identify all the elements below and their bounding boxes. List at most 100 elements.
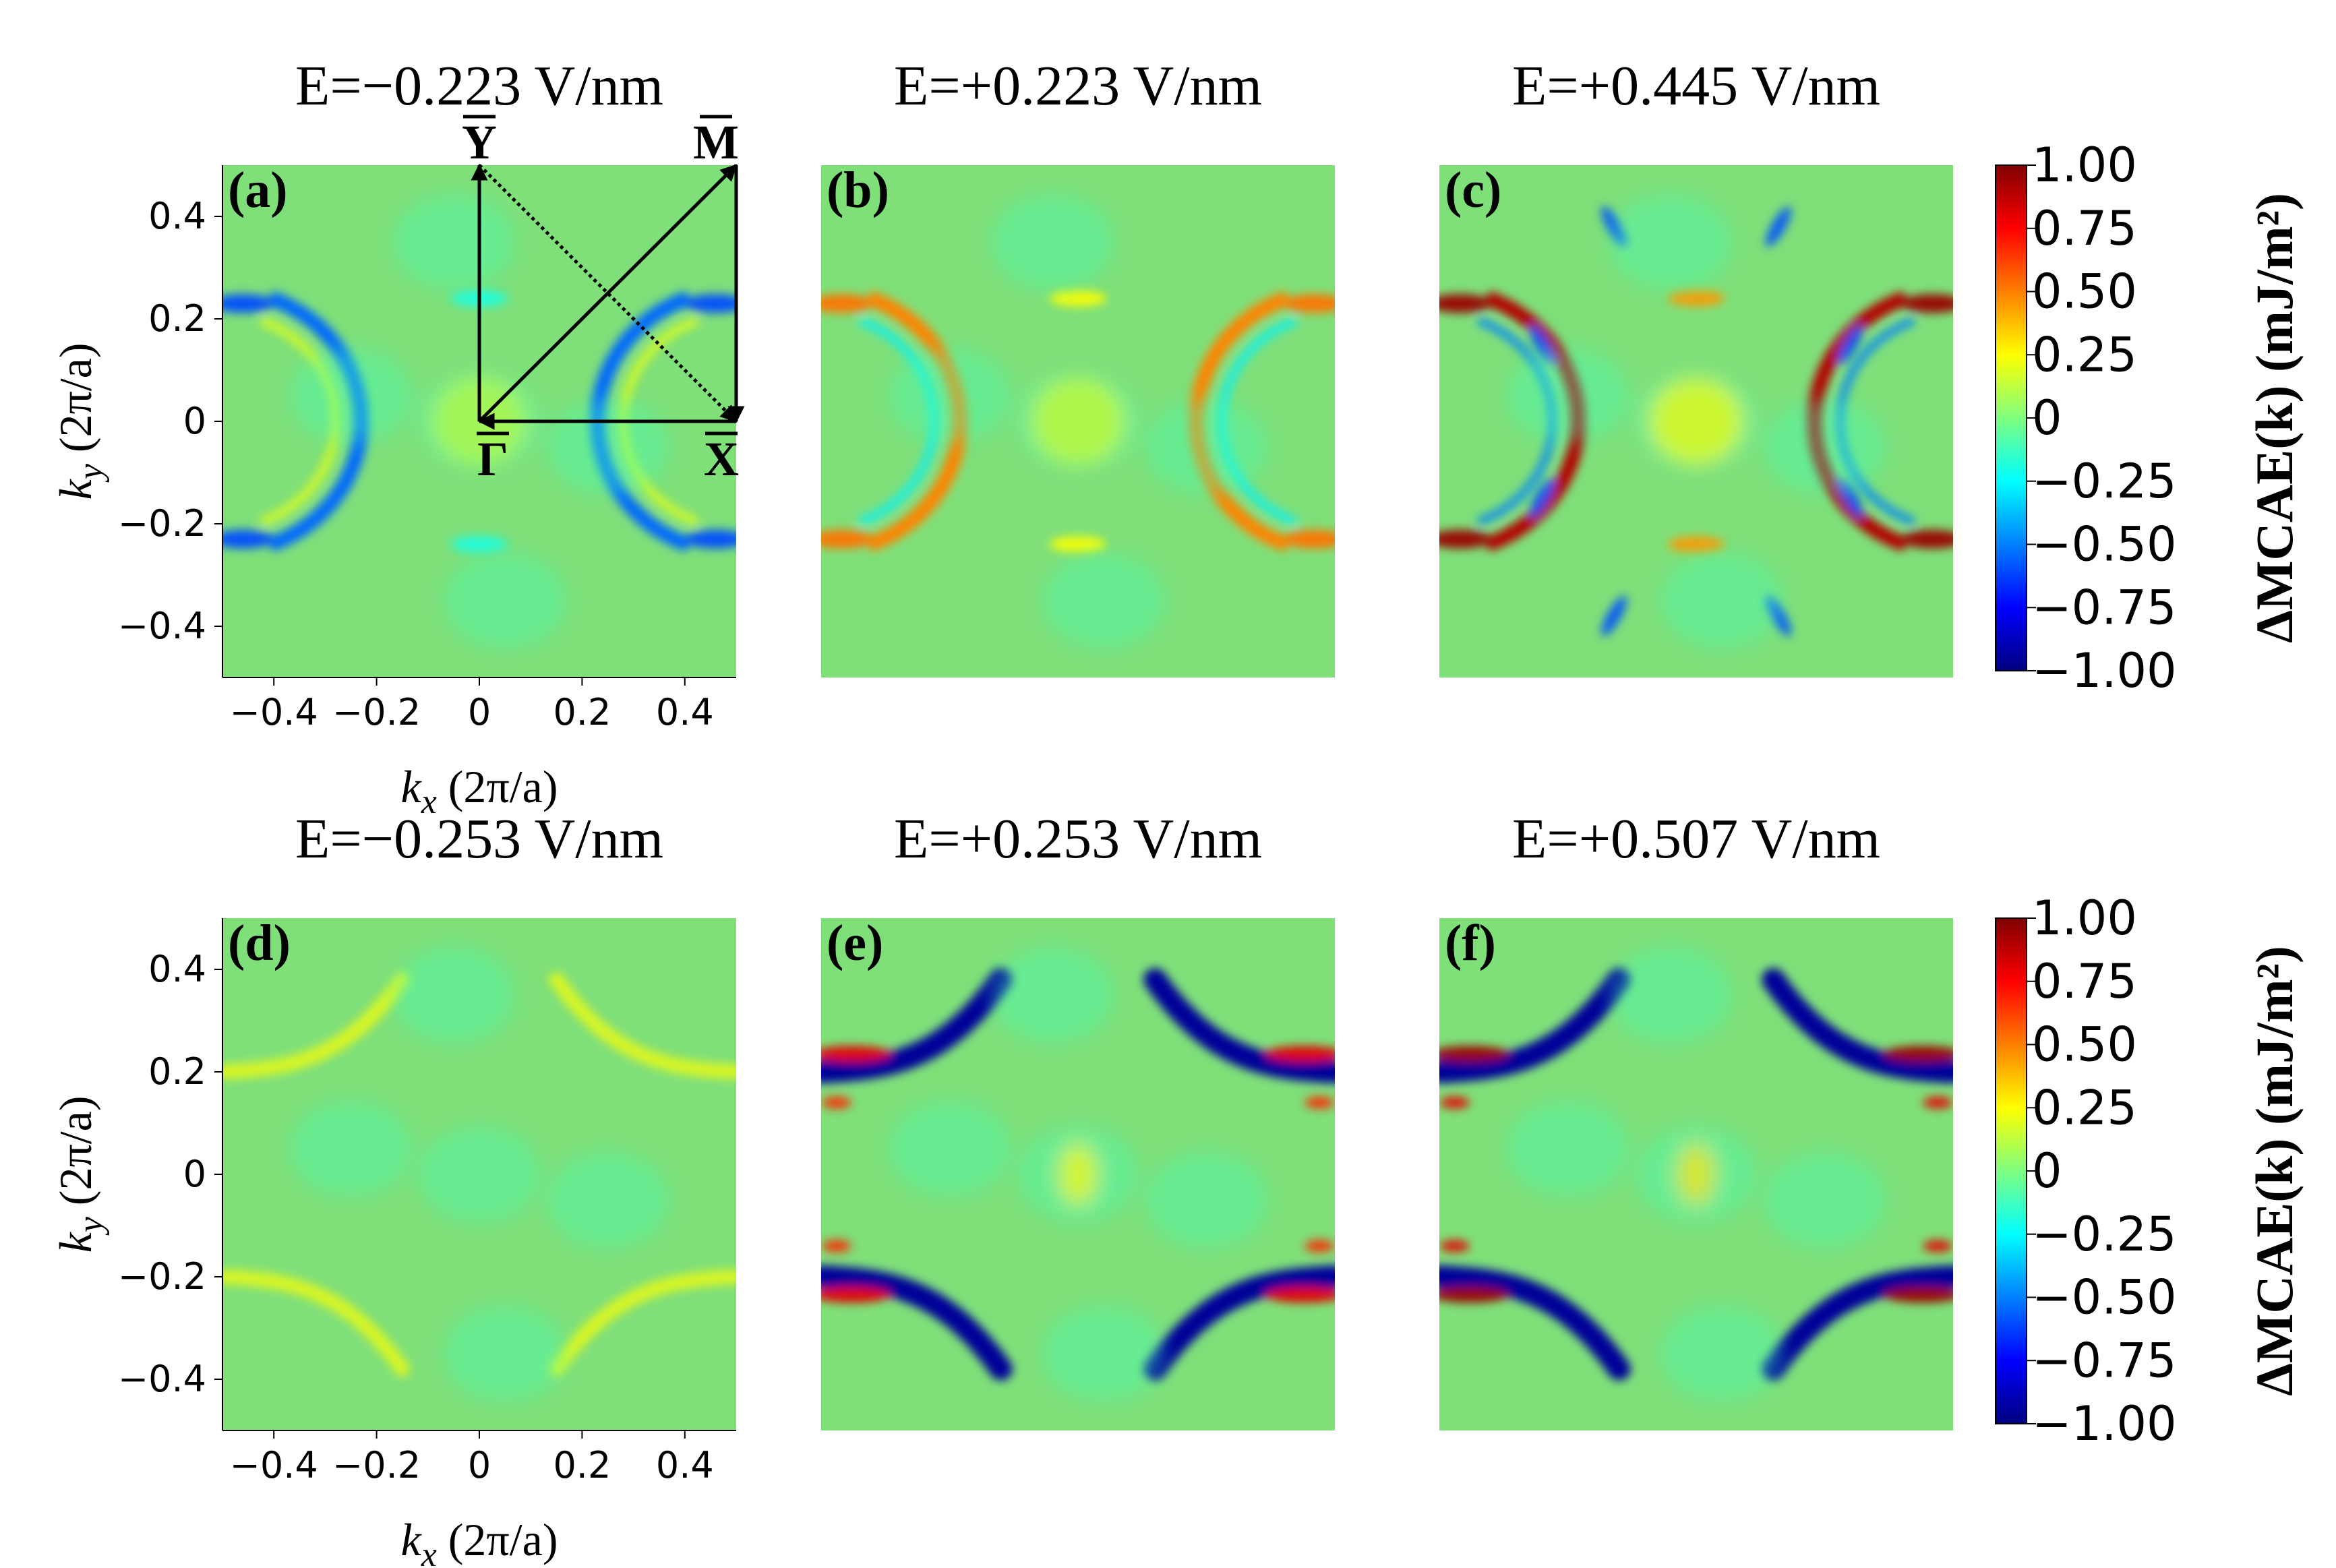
heatmap-blob [991, 948, 1113, 1042]
colorbar-tick-label: −0.50 [2032, 517, 2177, 572]
heatmap-features-wide [290, 948, 669, 1401]
colorbar-tick-label: 0 [2032, 390, 2062, 446]
colorbar-tick-label: −0.25 [2032, 1207, 2177, 1262]
x-tick-label: 0.2 [553, 1444, 611, 1486]
colorbar-tick-label: 0.50 [2032, 264, 2137, 320]
panel-b: E=+0.223 V/nm(b) [821, 55, 1335, 677]
panel-title: E=−0.223 V/nm [295, 55, 663, 117]
x-tick-label: 0 [468, 1444, 491, 1486]
heatmap-blob [444, 553, 566, 648]
heatmap-spot [1439, 1096, 1470, 1109]
colorbar-gradient [1995, 164, 2027, 671]
heatmap-spot [821, 1286, 891, 1303]
heatmap-blob [1507, 1102, 1629, 1196]
heatmap-blob [991, 195, 1113, 289]
panel-label: (e) [827, 915, 883, 971]
panel-c: E=+0.445 V/nm(c) [1439, 55, 1953, 677]
heatmap-spot [1265, 1286, 1335, 1303]
heatmap-arc [549, 972, 736, 1079]
x-tick-label: −0.4 [230, 1444, 318, 1486]
colorbar-tick-label: −0.25 [2032, 454, 2177, 509]
panel-label: (b) [827, 162, 889, 218]
panel-title: E=+0.223 V/nm [894, 55, 1262, 117]
x-tick-label: 0.2 [553, 691, 611, 733]
heatmap-spot [821, 529, 873, 549]
panel-title: E=+0.507 V/nm [1512, 808, 1880, 870]
heatmap-spot [222, 529, 274, 549]
y-tick-label: −0.4 [118, 605, 206, 647]
x-axis-label: kx (2π/a) [401, 1514, 558, 1568]
heatmap-blob [1145, 400, 1267, 494]
y-tick-label: 0 [183, 1153, 206, 1195]
heatmap-spot [1901, 294, 1953, 313]
heatmap-blob [1145, 1153, 1267, 1247]
heatmap-blob [1764, 1153, 1886, 1247]
colorbar-tick-label: 0.75 [2032, 201, 2137, 256]
label-x: X [704, 432, 739, 486]
heatmap-features-wide [889, 948, 1267, 1401]
heatmap-arc [222, 1269, 410, 1377]
heatmap-field [1439, 165, 1953, 677]
colorbar-tick-label: 0.75 [2032, 954, 2137, 1009]
heatmap-spot [1668, 536, 1725, 553]
heatmap-arc [222, 972, 410, 1079]
colorbar-tick-label: −0.75 [2032, 580, 2177, 635]
x-tick-label: 0.4 [656, 1444, 714, 1486]
heatmap-streak [1529, 478, 1555, 518]
heatmap-spot [1901, 529, 1953, 549]
heatmap-blob [419, 1127, 540, 1222]
heatmap-arc [1762, 968, 1953, 1083]
x-tick-label: −0.4 [230, 691, 318, 733]
heatmap-spot [1923, 1240, 1953, 1253]
heatmap-blob [1043, 553, 1165, 648]
heatmap-arc [549, 1269, 736, 1377]
heatmap-spot [684, 294, 736, 313]
heatmap-field [222, 918, 736, 1430]
heatmap-spot [222, 294, 274, 313]
heatmap-features [821, 968, 1335, 1381]
panel-title: E=−0.253 V/nm [295, 808, 663, 870]
heatmap-blob [547, 1153, 669, 1247]
heatmap-spot [821, 294, 873, 313]
colorbar-tick-label: 0 [2032, 1143, 2062, 1199]
x-tick-label: −0.2 [332, 691, 421, 733]
heatmap-arc [821, 968, 1013, 1083]
heatmap-spot [821, 1240, 851, 1253]
label-m: M [693, 115, 739, 169]
panel-a: E=−0.223 V/nm(a)−0.4 −0.2 0 0.2 0.40.40.20−0… [50, 55, 745, 821]
heatmap-center [1031, 378, 1125, 465]
heatmap-spot [821, 1046, 891, 1062]
heatmap-spot [1050, 290, 1106, 307]
heatmap-spot [684, 529, 736, 549]
colorbar-tick-label: 0.25 [2032, 1080, 2137, 1135]
label-y: Y [462, 115, 497, 169]
heatmap-spot [1283, 294, 1335, 313]
colorbar-tick-label: −1.00 [2032, 643, 2177, 698]
y-tick-label: −0.4 [118, 1358, 206, 1400]
heatmap-center [1677, 1144, 1715, 1205]
y-tick-label: 0.2 [148, 297, 206, 340]
colorbar-tick-label: 1.00 [2032, 138, 2137, 193]
heatmap-spot [1283, 529, 1335, 549]
panel-f: E=+0.507 V/nm (f) [1439, 808, 1953, 1430]
heatmap-spot [1305, 1096, 1335, 1109]
heatmap-spot [1439, 1240, 1470, 1253]
colorbar-tick-label: 0.50 [2032, 1017, 2137, 1073]
heatmap-center [1649, 378, 1743, 465]
high-symmetry-path: Γ X M Y [462, 115, 745, 486]
heatmap-streak [1601, 595, 1627, 636]
axes: −0.4 −0.2 0 0.2 0.4 0.4 0.2 0 −0.2 −0.4 kx (2π/a) k… [50, 918, 736, 1568]
heatmap-spot [1439, 529, 1491, 549]
heatmap-blob [1661, 553, 1783, 648]
heatmap-blob [547, 400, 669, 494]
heatmap-blob [889, 1102, 1011, 1196]
heatmap-field [1439, 918, 1953, 1430]
heatmap-arc [1143, 968, 1335, 1083]
heatmap-spot [1050, 536, 1106, 553]
panel-title: E=+0.253 V/nm [894, 808, 1262, 870]
heatmap-blob [1507, 349, 1629, 443]
y-tick-label: 0 [183, 400, 206, 442]
y-tick-label: 0.2 [148, 1050, 206, 1093]
colorbar-tick-label: −1.00 [2032, 1396, 2177, 1451]
x-tick-label: 0.4 [656, 691, 714, 733]
